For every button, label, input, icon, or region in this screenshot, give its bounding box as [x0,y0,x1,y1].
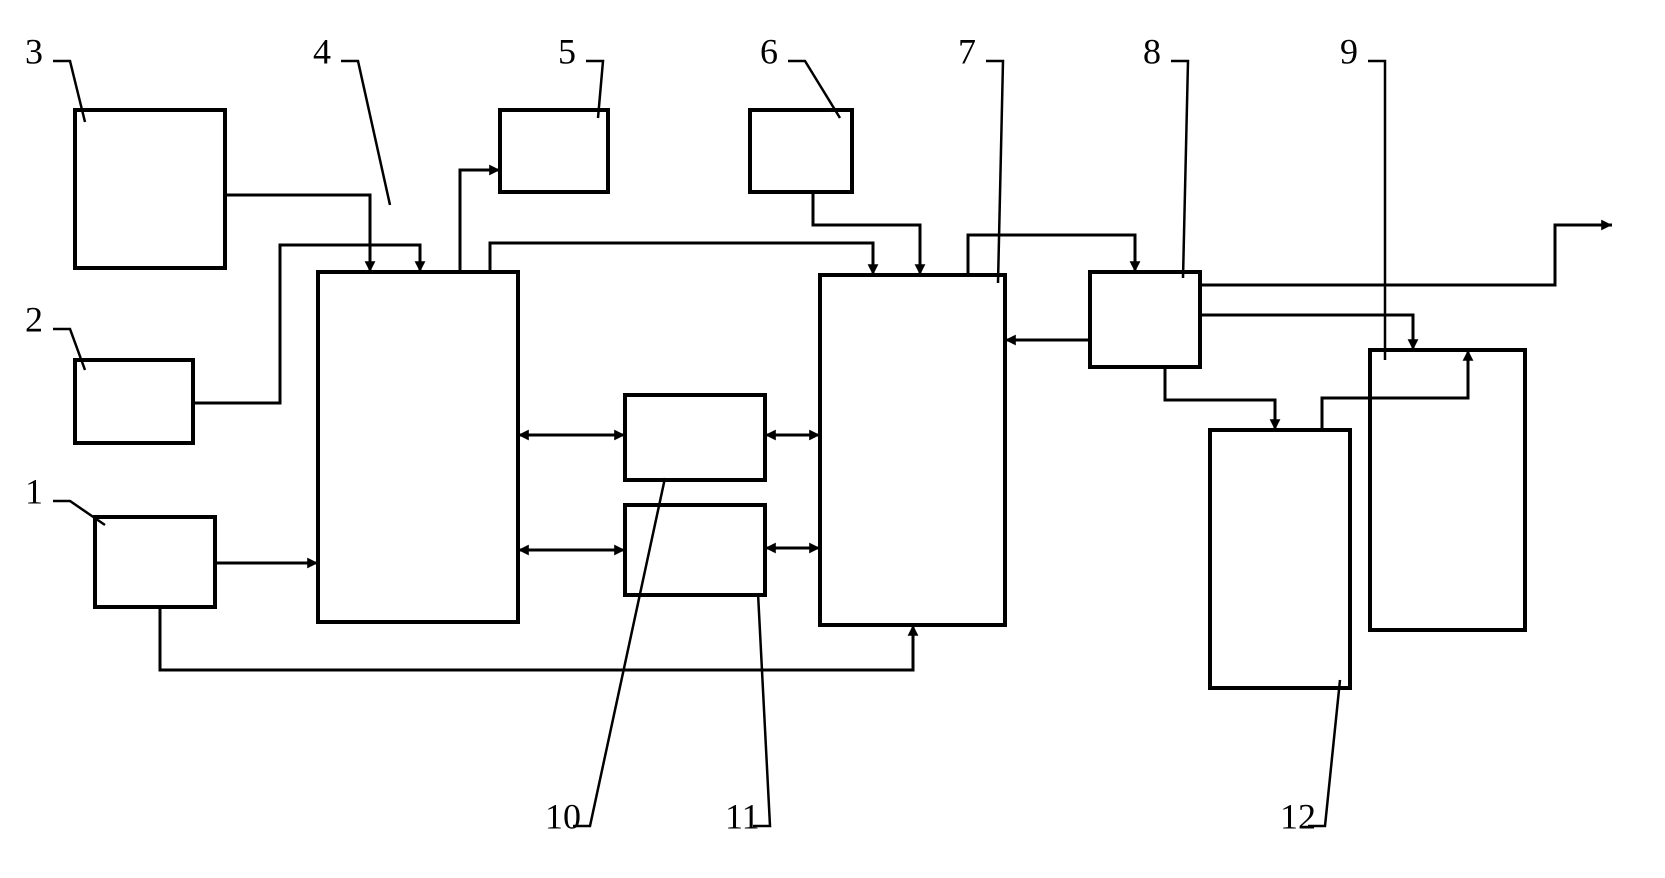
block-b2 [75,360,193,443]
block-b4 [318,272,518,622]
connection [490,243,873,275]
block-b7 [820,275,1005,625]
leader-l7 [986,61,1003,283]
label-l8: 8 [1143,31,1161,71]
connection [193,245,420,403]
connection [160,607,913,670]
connection [225,195,370,272]
block-b6 [750,110,852,192]
block-b12 [1210,430,1350,688]
leader-l1 [53,501,105,525]
label-l6: 6 [760,31,778,71]
label-l2: 2 [25,299,43,339]
leader-l4 [341,61,390,205]
block-b10 [625,395,765,480]
connection [813,192,920,275]
block-b9 [1370,350,1525,630]
label-l4: 4 [313,31,331,71]
block-b1 [95,517,215,607]
label-l11: 11 [725,796,760,836]
connection [460,170,500,272]
label-l1: 1 [25,471,43,511]
leader-l10 [573,478,665,826]
connection [1165,367,1275,430]
label-l5: 5 [558,31,576,71]
label-l9: 9 [1340,31,1358,71]
leader-l8 [1171,61,1188,278]
block-b3 [75,110,225,268]
connection [1200,315,1413,350]
label-l12: 12 [1280,796,1316,836]
label-l10: 10 [545,796,581,836]
connection [968,235,1135,275]
leader-l3 [53,61,85,122]
leader-l11 [753,593,770,826]
block-b8 [1090,272,1200,367]
block-b5 [500,110,608,192]
leader-l2 [53,329,85,370]
connection [1200,225,1612,285]
connection [1322,350,1468,430]
label-l3: 3 [25,31,43,71]
block-b11 [625,505,765,595]
label-l7: 7 [958,31,976,71]
